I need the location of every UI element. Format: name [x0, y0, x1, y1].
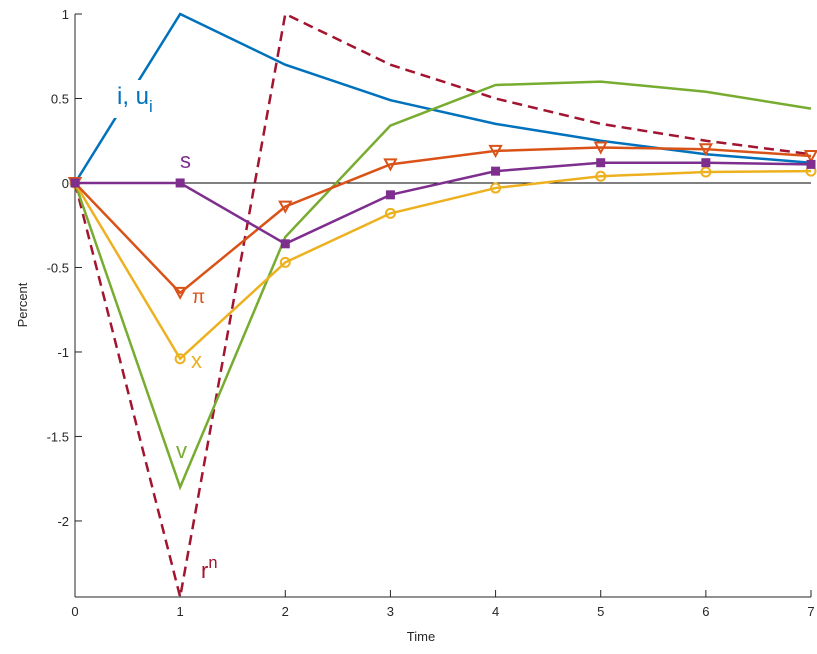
y-tick-label: -0.5 — [47, 260, 69, 275]
annotation: rn — [201, 554, 218, 583]
y-tick-label: 1 — [62, 7, 69, 22]
y-tick-label: 0 — [62, 176, 69, 191]
y-tick-label: -1.5 — [47, 429, 69, 444]
marker — [491, 166, 501, 176]
x-tick-label: 3 — [387, 604, 394, 619]
marker — [175, 178, 185, 188]
series-line — [74, 146, 812, 295]
marker — [596, 158, 606, 168]
annotation-text: i, u — [117, 83, 149, 110]
x-axis-label: Time — [407, 629, 435, 644]
marker — [279, 256, 291, 268]
series-line — [73, 12, 812, 184]
x-tick-label: 6 — [702, 604, 709, 619]
marker — [701, 158, 711, 168]
marker — [806, 159, 816, 169]
y-tick-label: -2 — [57, 514, 69, 529]
marker — [384, 207, 396, 219]
annotation: v — [176, 438, 187, 463]
annotation: s — [180, 148, 191, 173]
annotation-sub: i — [149, 97, 153, 116]
marker — [172, 286, 188, 300]
marker — [278, 200, 293, 214]
marker — [70, 178, 80, 188]
annotation-text: r — [201, 558, 208, 583]
marker — [593, 141, 608, 155]
annotation-text: v — [176, 438, 187, 463]
series-line — [75, 161, 812, 246]
x-tick-label: 4 — [492, 604, 499, 619]
marker — [803, 149, 817, 164]
y-tick-label: -1 — [57, 345, 69, 360]
marker — [280, 239, 290, 249]
y-tick-label: 0.5 — [51, 91, 69, 106]
annotation-text: π — [192, 287, 205, 308]
series-line — [73, 12, 812, 598]
annotation-sup: n — [208, 554, 217, 572]
y-axis-label: Percent — [15, 282, 30, 327]
marker — [698, 143, 714, 157]
marker — [383, 158, 398, 172]
annotation-text: x — [191, 348, 202, 373]
marker — [385, 190, 395, 200]
annotation-text: s — [180, 148, 191, 173]
x-tick-label: 2 — [282, 604, 289, 619]
label-bg — [113, 80, 165, 118]
marker — [595, 170, 607, 182]
marker — [488, 144, 503, 158]
annotation: x — [191, 348, 202, 373]
series-line — [73, 80, 812, 491]
marker — [700, 166, 712, 178]
series-line — [73, 169, 812, 361]
x-tick-label: 7 — [807, 604, 814, 619]
x-tick-label: 1 — [177, 604, 184, 619]
x-tick-label: 5 — [597, 604, 604, 619]
x-tick-label: 0 — [71, 604, 78, 619]
annotation: i, ui — [117, 83, 153, 116]
marker — [174, 353, 186, 365]
annotation: π — [192, 287, 205, 308]
marker — [490, 182, 502, 194]
